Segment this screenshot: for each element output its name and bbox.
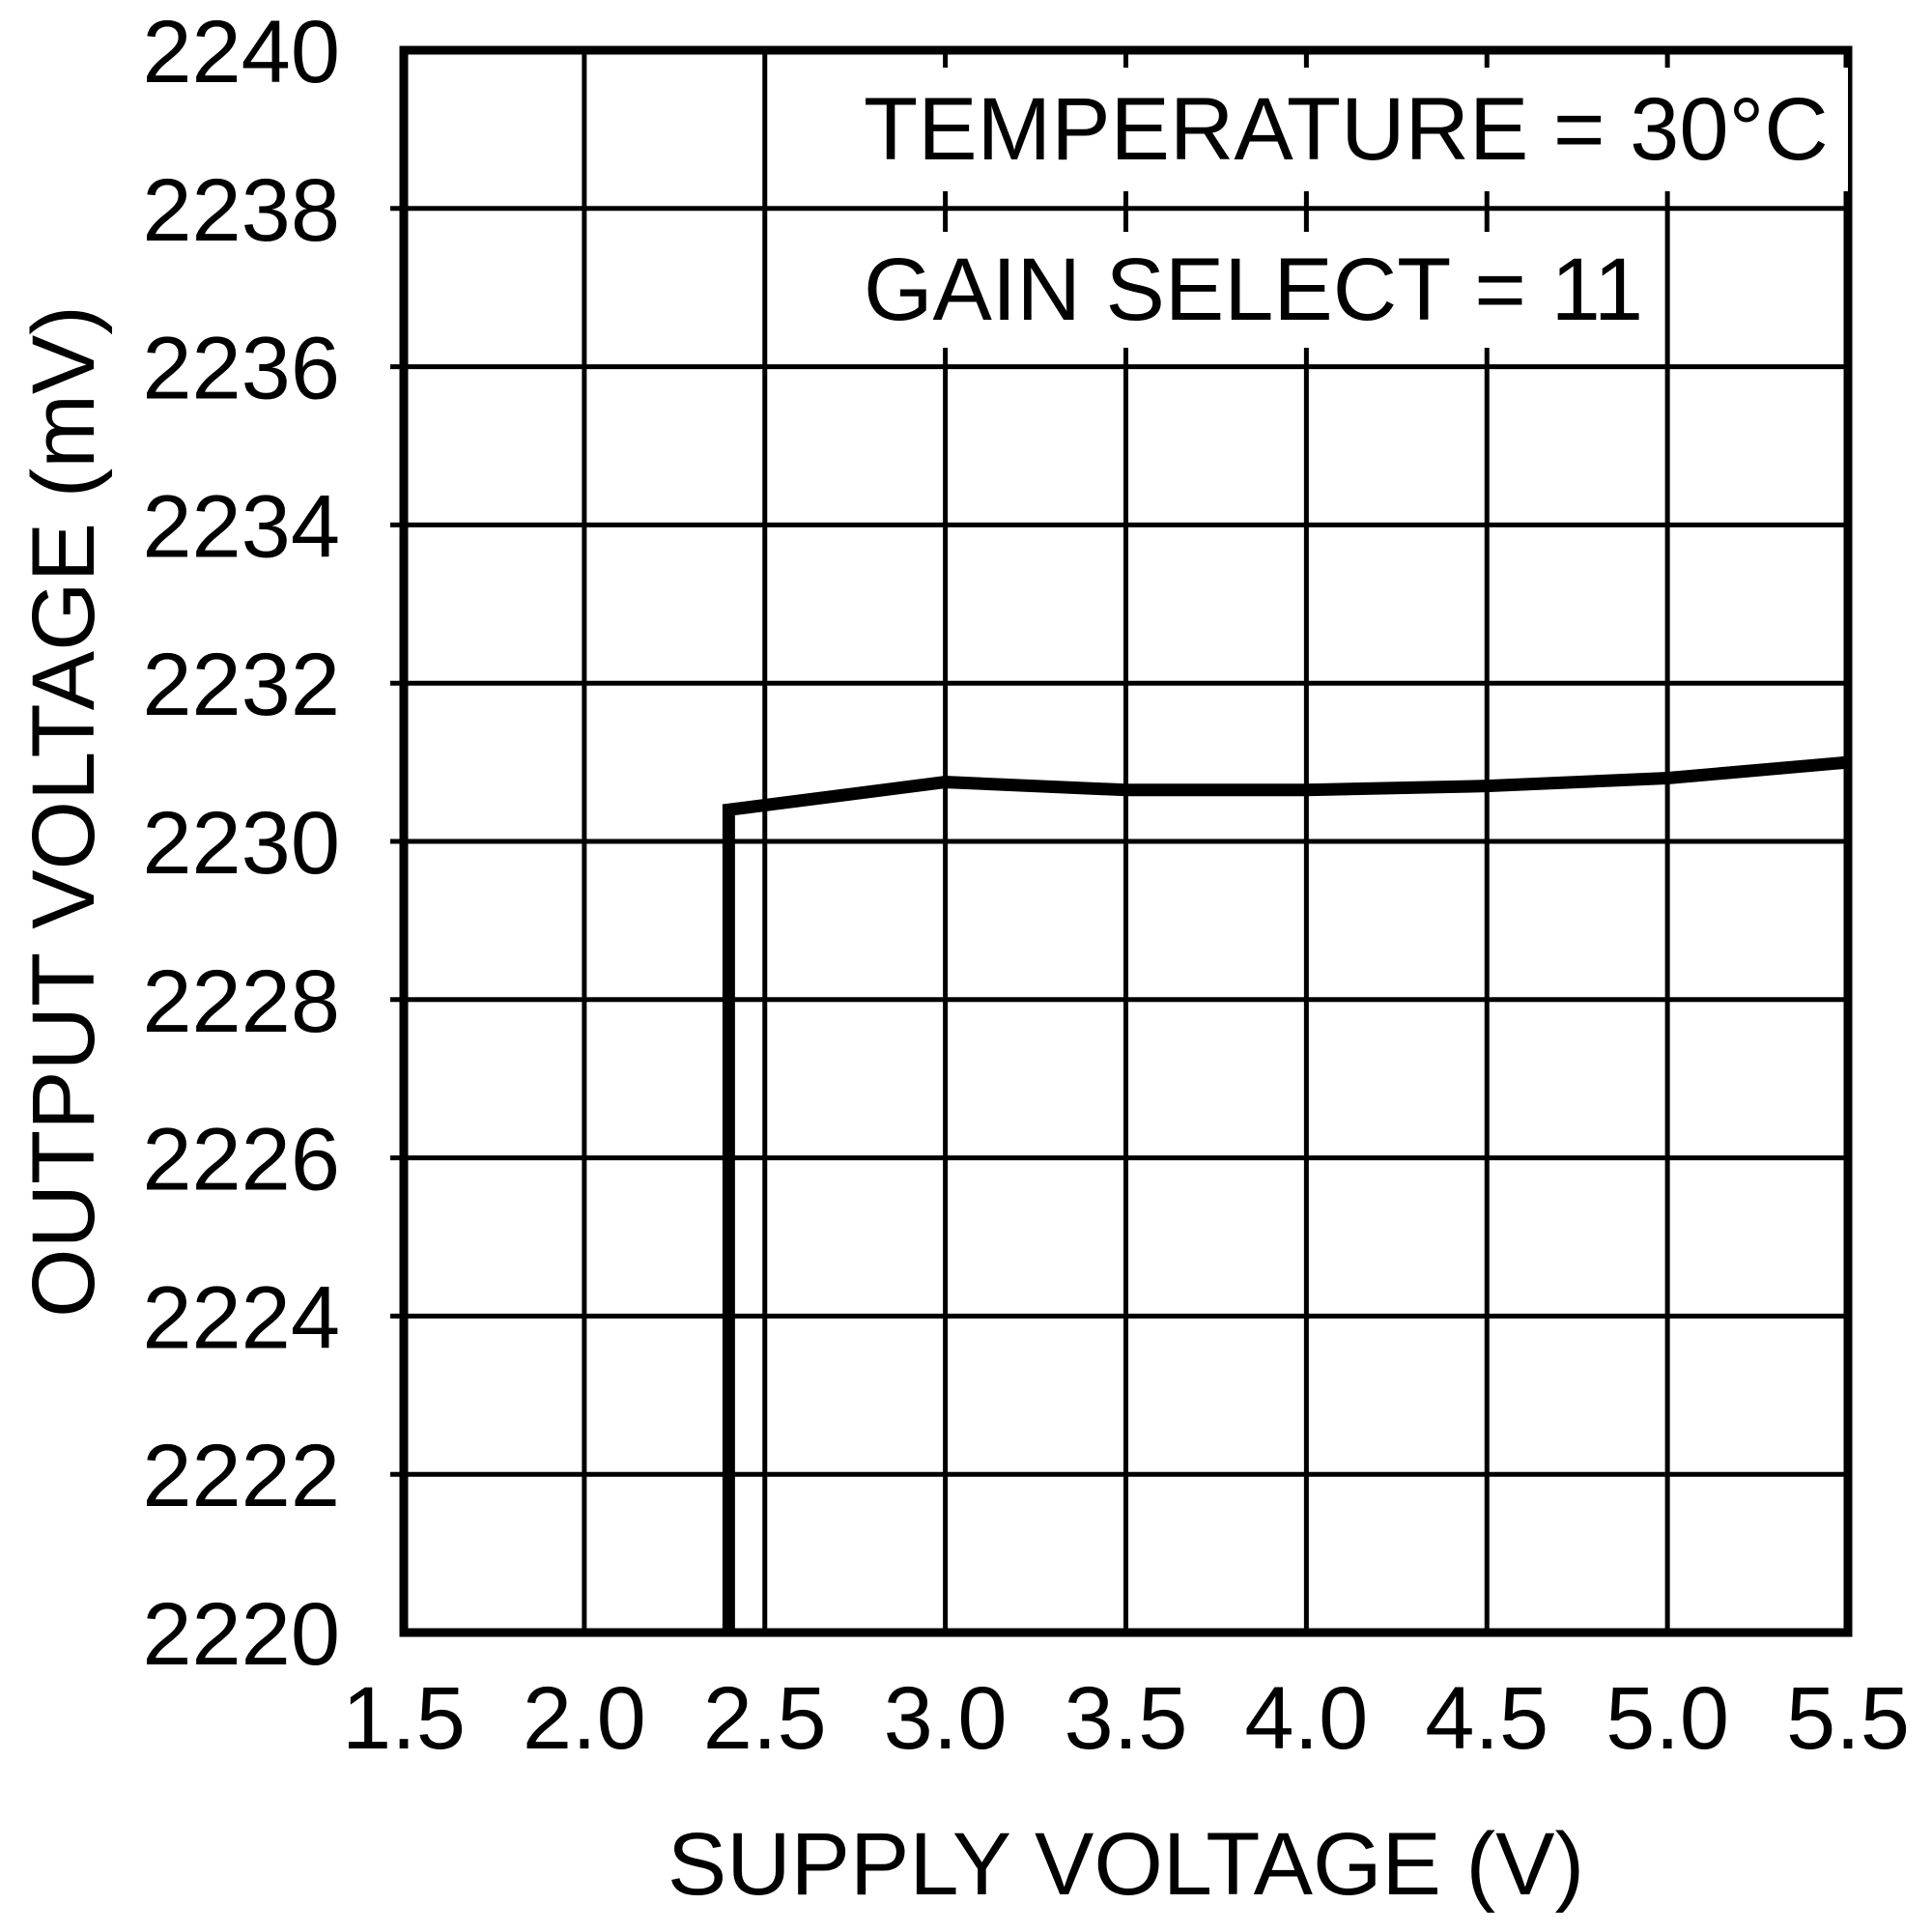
x-axis-title: SUPPLY VOLTAGE (V) — [667, 1815, 1585, 1914]
y-tick-label: 2238 — [142, 161, 340, 260]
y-tick-label: 2232 — [142, 636, 340, 734]
x-tick-label: 4.5 — [1425, 1669, 1548, 1768]
plot-frame — [399, 45, 1853, 1637]
x-tick-label: 4.0 — [1244, 1669, 1368, 1768]
y-tick-label: 2234 — [142, 477, 340, 576]
y-tick-label: 2226 — [142, 1111, 340, 1209]
y-tick-label: 2230 — [142, 794, 340, 893]
annotation-temperature: TEMPERATURE = 30°C — [840, 68, 1848, 191]
x-tick-label: 2.5 — [703, 1669, 827, 1768]
x-tick-label: 3.5 — [1065, 1669, 1188, 1768]
y-tick-label: 2236 — [142, 320, 340, 418]
x-tick-label: 5.5 — [1786, 1669, 1910, 1768]
y-tick-label: 2222 — [142, 1427, 340, 1525]
x-tick-label: 3.0 — [884, 1669, 1008, 1768]
y-tick-label: 2220 — [142, 1585, 340, 1684]
x-tick-label: 2.0 — [523, 1669, 646, 1768]
annotation-gain-select: GAIN SELECT = 11 — [840, 232, 1663, 348]
y-axis-title: OUTPUT VOLTAGE (mV) — [14, 305, 113, 1318]
y-tick-label: 2240 — [142, 3, 340, 101]
y-tick-label: 2224 — [142, 1268, 340, 1367]
y-tick-label: 2228 — [142, 952, 340, 1051]
x-tick-label: 1.5 — [342, 1669, 466, 1768]
x-tick-label: 5.0 — [1605, 1669, 1729, 1768]
data-line — [722, 755, 1849, 1633]
